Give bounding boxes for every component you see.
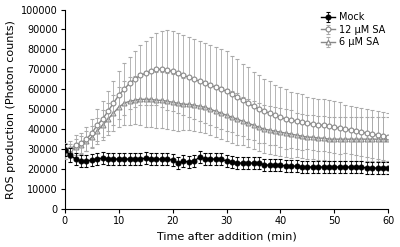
Legend: Mock, 12 μM SA, 6 μM SA: Mock, 12 μM SA, 6 μM SA (319, 11, 387, 49)
X-axis label: Time after addition (min): Time after addition (min) (157, 231, 296, 242)
Y-axis label: ROS production (Photon counts): ROS production (Photon counts) (6, 20, 16, 199)
